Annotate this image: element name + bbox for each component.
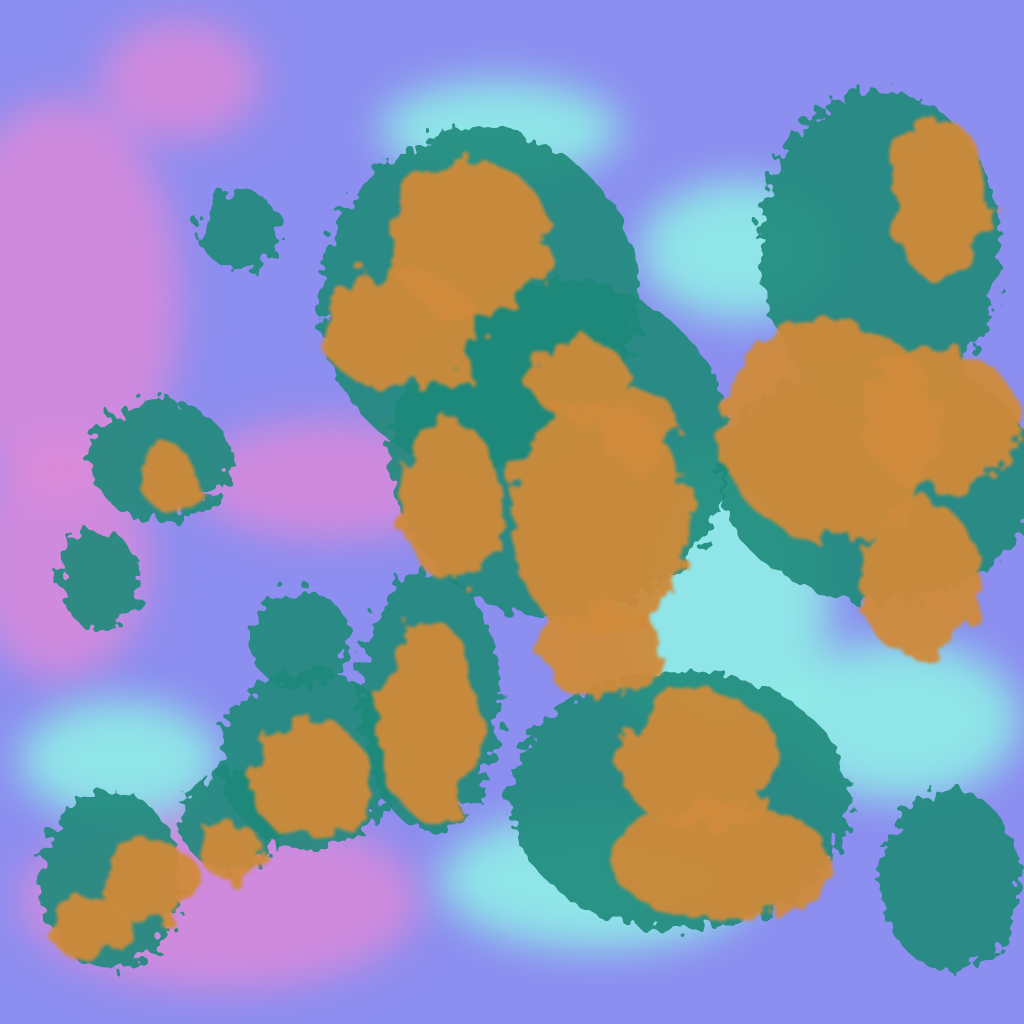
- cold-cloud-top: [250, 720, 370, 840]
- cold-cloud-top: [620, 690, 780, 830]
- cold-cloud-top: [860, 350, 1020, 490]
- cold-cloud-top: [600, 390, 680, 470]
- cloud-edge: [60, 530, 140, 630]
- cloud-edge: [880, 790, 1020, 970]
- cold-cloud-top: [540, 600, 660, 700]
- cloud-edge: [250, 590, 350, 690]
- cold-cloud-top: [400, 420, 500, 580]
- cold-cloud-top: [50, 900, 130, 960]
- cloud-edge: [200, 190, 280, 270]
- cold-cloud-top: [320, 270, 480, 390]
- cold-cloud-top: [200, 820, 260, 880]
- haze-region: [0, 100, 180, 500]
- haze-region: [100, 20, 260, 140]
- cold-cloud-top: [890, 120, 990, 280]
- cold-cloud-top: [100, 840, 200, 920]
- cold-cloud-top: [140, 450, 200, 510]
- cold-cloud-top: [860, 500, 980, 660]
- cold-cloud-top: [530, 340, 630, 420]
- cold-cloud-top: [380, 620, 480, 820]
- bright-cloud: [20, 700, 220, 820]
- cold-cloud-top: [610, 800, 830, 920]
